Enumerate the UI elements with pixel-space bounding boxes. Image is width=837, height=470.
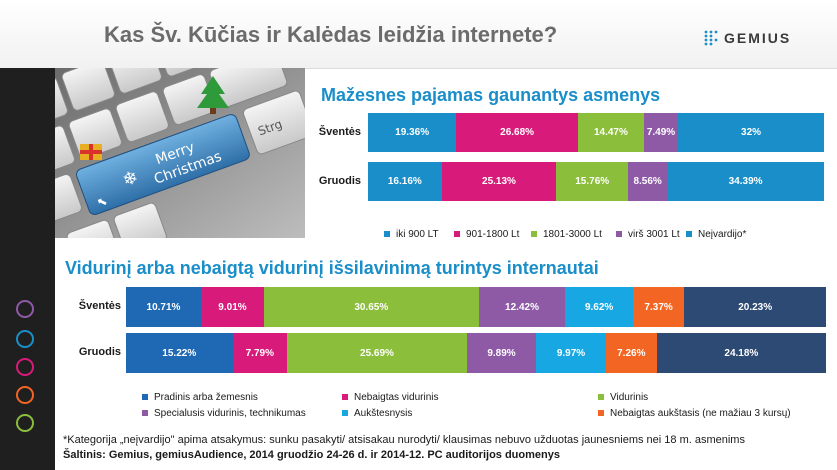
- bar-segment: 30.65%: [264, 287, 479, 327]
- legend-label: Specialusis vidurinis, technikumas: [154, 408, 306, 419]
- legend-label: Nebaigtas aukštasis (ne mažiau 3 kursų): [610, 408, 791, 419]
- bar-segment: 25.69%: [287, 333, 467, 373]
- bar-segment: 34.39%: [667, 162, 824, 201]
- legend-swatch: [598, 410, 604, 417]
- row-label: Šventės: [78, 300, 121, 312]
- legend-item: virš 3001 Lt: [616, 229, 680, 240]
- legend-label: Nebaigtas vidurinis: [354, 392, 439, 403]
- bar-segment: 26.68%: [456, 113, 578, 152]
- wrench-icon[interactable]: [16, 386, 34, 404]
- gift-icon: [80, 144, 102, 160]
- legend-item: Neįvardijo*: [686, 229, 746, 240]
- legend-item: 1801-3000 Lt: [531, 229, 602, 240]
- legend-label: Neįvardijo*: [698, 229, 747, 240]
- stacked-bar: 10.71% 9.01% 30.65% 12.42% 9.62% 7.37% 20.23%: [126, 287, 826, 327]
- header-bar: Kas Šv. Kūčias ir Kalėdas leidžia intern…: [0, 0, 837, 69]
- legend-item: Pradinis arba žemesnis: [142, 392, 258, 403]
- legend-swatch: [342, 394, 348, 401]
- arrow-icon: ⬉: [95, 193, 109, 210]
- legend-swatch: [616, 231, 622, 238]
- stacked-bar: 16.16% 25.13% 15.76% 8.56% 34.39%: [368, 162, 824, 201]
- page-title: Kas Šv. Kūčias ir Kalėdas leidžia intern…: [104, 22, 558, 47]
- people-icon[interactable]: [16, 300, 34, 318]
- mobile-icon[interactable]: [16, 414, 34, 432]
- logo-dots-icon: [704, 30, 718, 46]
- stacked-bar: 19.36% 26.68% 14.47% 7.49% 32%: [368, 113, 824, 152]
- legend-swatch: [454, 231, 460, 238]
- bar-segment: 25.13%: [441, 162, 557, 201]
- legend-swatch: [598, 394, 604, 401]
- bar-segment: 32%: [678, 113, 824, 152]
- legend-item: Nebaigtas aukštasis (ne mažiau 3 kursų): [598, 408, 791, 419]
- logo-text: GEMIUS: [724, 30, 792, 46]
- legend-label: 901-1800 Lt: [466, 229, 520, 240]
- legend-label: iki 900 LT: [396, 229, 439, 240]
- chart1-title: Mažesnes pajamas gaunantys asmenys: [321, 85, 661, 105]
- legend-swatch: [384, 231, 390, 238]
- chart2-title: Vidurinį arba nebaigtą vidurinį išsilavi…: [65, 258, 599, 278]
- footnote: *Kategorija „neįvardijo" apima atsakymus…: [63, 434, 745, 446]
- bar-segment: 20.23%: [684, 287, 826, 327]
- merry-christmas-key: [76, 114, 250, 215]
- legend-item: Vidurinis: [598, 392, 648, 403]
- lightbulb-icon[interactable]: [16, 330, 34, 348]
- bar-segment: 10.71%: [126, 287, 201, 327]
- keyboard-image: Merry Christmas ❄ ⬉ Strg: [55, 68, 305, 238]
- row-label: Gruodis: [318, 174, 361, 187]
- legend-label: Pradinis arba žemesnis: [154, 392, 258, 403]
- bar-segment: 15.76%: [556, 162, 629, 201]
- snowflake-icon: ❄: [120, 167, 141, 192]
- left-sidebar: [0, 68, 55, 470]
- bar-segment: 7.49%: [643, 113, 679, 152]
- bar-segment: 8.56%: [628, 162, 668, 201]
- bar-segment: 7.79%: [232, 333, 288, 373]
- bar-segment: 7.37%: [632, 287, 685, 327]
- source-note: Šaltinis: Gemius, gemiusAudience, 2014 g…: [63, 449, 560, 461]
- legend-item: Nebaigtas vidurinis: [342, 392, 439, 403]
- bar-segment: 9.62%: [565, 287, 633, 327]
- legend-label: Vidurinis: [610, 392, 649, 403]
- legend-item: Specialusis vidurinis, technikumas: [142, 408, 306, 419]
- bar-segment: 12.42%: [478, 287, 566, 327]
- christmas-tree-icon: [197, 76, 229, 114]
- legend-swatch: [531, 231, 537, 238]
- bar-segment: 19.36%: [368, 113, 457, 152]
- bar-segment: 16.16%: [368, 162, 442, 201]
- legend-item: Aukštesnysis: [342, 408, 412, 419]
- legend-label: 1801-3000 Lt: [543, 229, 602, 240]
- gemius-logo: GEMIUS: [704, 30, 824, 46]
- row-label: Šventės: [318, 125, 361, 138]
- legend-swatch: [342, 410, 348, 417]
- bar-segment: 7.26%: [605, 333, 657, 373]
- row-label: Gruodis: [78, 346, 121, 358]
- bar-segment: 9.97%: [536, 333, 606, 373]
- legend-label: virš 3001 Lt: [628, 229, 680, 240]
- bar-segment: 15.22%: [126, 333, 233, 373]
- bar-segment: 24.18%: [656, 333, 826, 373]
- bar-segment: 9.89%: [466, 333, 537, 373]
- legend-label: Aukštesnysis: [354, 408, 413, 419]
- legend-swatch: [142, 410, 148, 417]
- legend-swatch: [142, 394, 148, 401]
- bar-segment: 9.01%: [200, 287, 265, 327]
- cart-icon[interactable]: [16, 358, 34, 376]
- legend-item: iki 900 LT: [384, 229, 439, 240]
- bar-segment: 14.47%: [577, 113, 644, 152]
- legend-item: 901-1800 Lt: [454, 229, 519, 240]
- stacked-bar: 15.22% 7.79% 25.69% 9.89% 9.97% 7.26% 24.18%: [126, 333, 826, 373]
- legend-swatch: [686, 231, 692, 238]
